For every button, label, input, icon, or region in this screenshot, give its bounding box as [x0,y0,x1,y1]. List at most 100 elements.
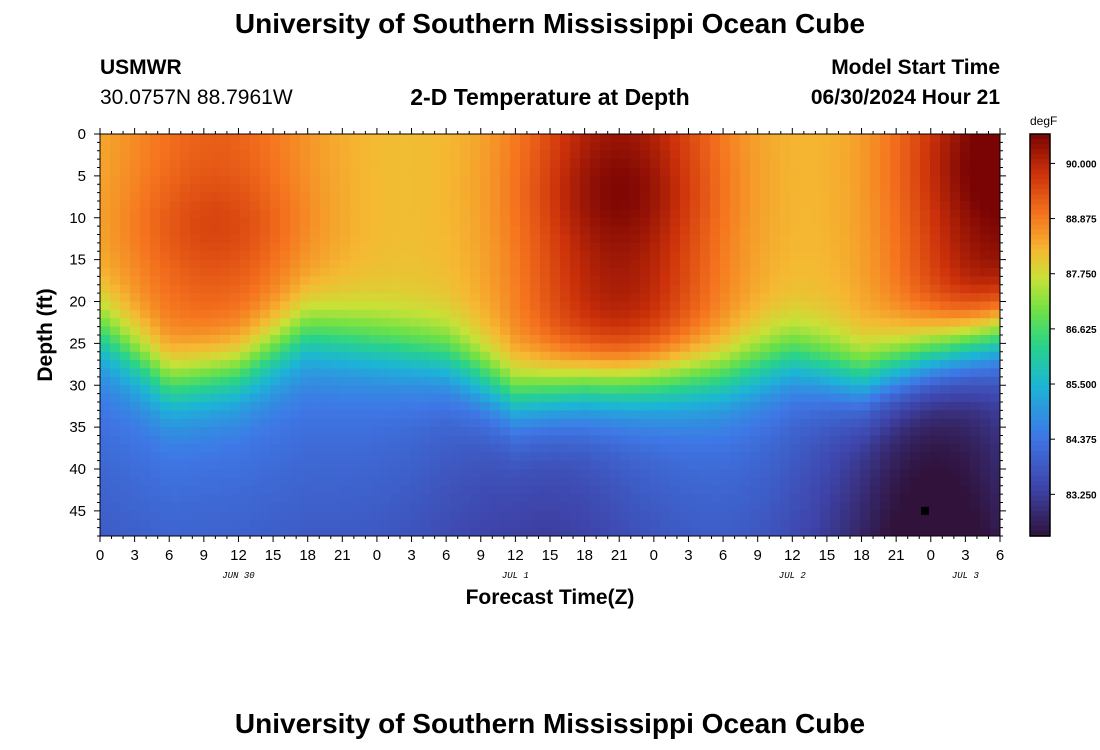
heatmap-cell [670,301,681,311]
heatmap-cell [400,175,411,185]
heatmap-cell [530,469,541,478]
heatmap-cell [660,167,671,177]
heatmap-cell [410,259,421,269]
heatmap-cell [590,410,601,420]
heatmap-cell [390,343,401,353]
heatmap-cell [810,427,821,437]
heatmap-cell [110,192,121,202]
heatmap-cell [970,150,981,160]
heatmap-cell [870,284,881,294]
heatmap-cell [730,368,741,378]
heatmap-cell [190,175,201,185]
heatmap-cell [750,134,761,143]
heatmap-cell [570,477,581,487]
heatmap-cell [810,376,821,386]
heatmap-cell [900,376,911,386]
heatmap-cell [720,293,731,303]
heatmap-cell [300,427,311,437]
heatmap-cell [410,410,421,420]
heatmap-cell [450,335,461,344]
heatmap-cell [930,134,941,143]
heatmap-cell [390,376,401,386]
heatmap-cell [250,318,261,328]
heatmap-cell [350,360,361,370]
heatmap-cell [400,410,411,420]
heatmap-cell [920,276,931,286]
heatmap-cell [460,460,471,470]
heatmap-cell [440,301,451,311]
heatmap-cell [790,351,801,361]
heatmap-cell [910,343,921,353]
heatmap-cell [130,477,141,487]
heatmap-cell [660,217,671,227]
heatmap-cell [300,276,311,286]
heatmap-cell [550,318,561,328]
heatmap-cell [160,159,171,169]
heatmap-cell [630,134,641,143]
heatmap-cell [650,301,661,311]
heatmap-cell [680,502,691,512]
heatmap-cell [150,326,161,336]
heatmap-cell [310,242,321,252]
heatmap-cell [130,360,141,370]
heatmap-cell [950,259,961,269]
heatmap-cell [560,175,571,185]
heatmap-cell [710,410,721,420]
heatmap-cell [410,268,421,277]
heatmap-cell [430,343,441,353]
heatmap-cell [330,209,341,219]
heatmap-cell [910,502,921,512]
heatmap-cell [660,494,671,504]
heatmap-cell [990,368,1000,378]
heatmap-cell [450,268,461,277]
heatmap-cell [330,435,341,445]
heatmap-cell [200,402,211,411]
heatmap-cell [100,360,111,370]
heatmap-cell [350,351,361,361]
heatmap-cell [770,385,781,395]
heatmap-cell [980,226,991,236]
heatmap-cell [160,452,171,462]
heatmap-cell [250,234,261,244]
heatmap-cell [660,293,671,303]
heatmap-cell [450,460,461,470]
heatmap-cell [890,385,901,395]
heatmap-cell [840,351,851,361]
heatmap-cell [770,309,781,319]
heatmap-cell [650,418,661,428]
heatmap-cell [380,485,391,495]
heatmap-cell [650,460,661,470]
heatmap-cell [250,251,261,261]
heatmap-cell [600,527,611,536]
heatmap-cell [230,410,241,420]
heatmap-cell [410,150,421,160]
heatmap-cell [700,385,711,395]
heatmap-cell [940,435,951,445]
heatmap-cell [680,351,691,361]
heatmap-cell [690,427,701,437]
heatmap-cell [720,268,731,277]
heatmap-cell [240,251,251,261]
heatmap-cell [440,201,451,210]
heatmap-cell [130,410,141,420]
heatmap-cell [670,477,681,487]
heatmap-cell [340,192,351,202]
heatmap-cell [560,351,571,361]
heatmap-cell [140,343,151,353]
heatmap-cell [570,209,581,219]
heatmap-cell [220,469,231,478]
heatmap-cell [550,418,561,428]
heatmap-cell [620,192,631,202]
heatmap-cell [730,242,741,252]
heatmap-cell [790,234,801,244]
heatmap-cell [430,150,441,160]
heatmap-cell [170,343,181,353]
heatmap-cell [880,259,891,269]
heatmap-cell [220,276,231,286]
heatmap-cell [170,268,181,277]
heatmap-cell [730,385,741,395]
heatmap-cell [140,268,151,277]
heatmap-cell [130,251,141,261]
heatmap-cell [100,326,111,336]
heatmap-cell [940,217,951,227]
